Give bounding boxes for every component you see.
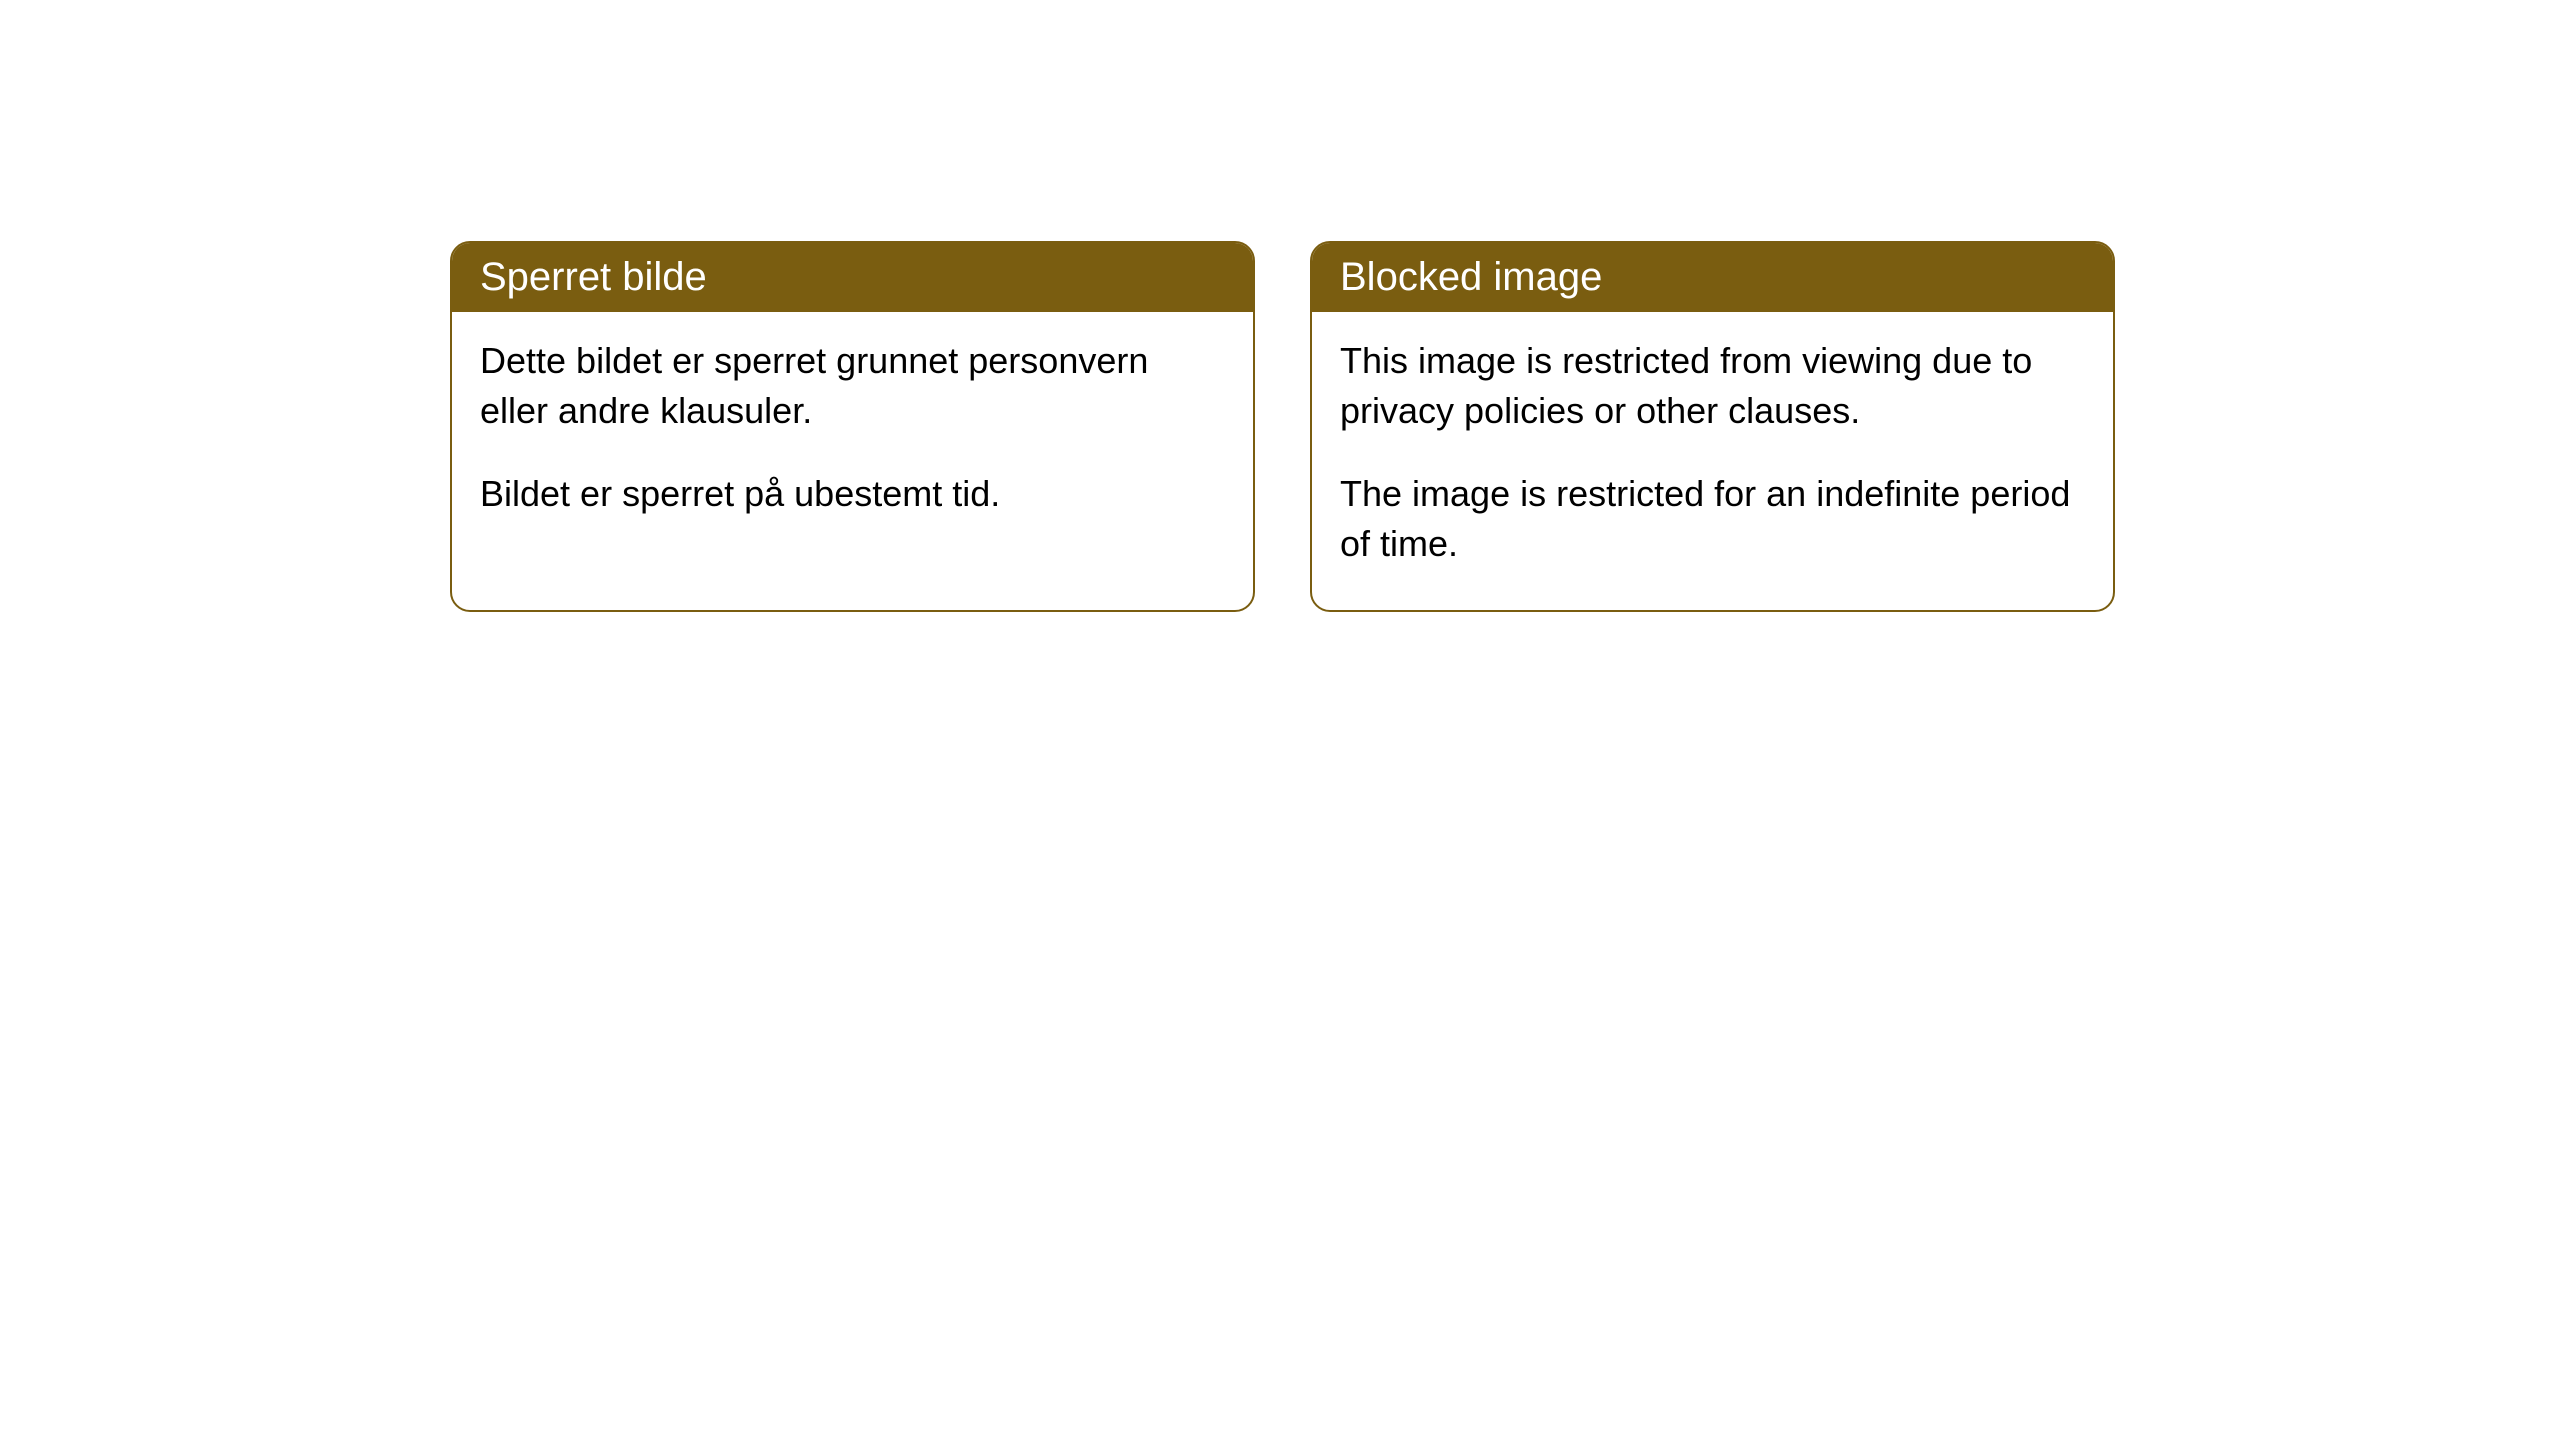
card-body-en: This image is restricted from viewing du… xyxy=(1312,312,2113,610)
notice-cards-container: Sperret bilde Dette bildet er sperret gr… xyxy=(450,241,2115,612)
card-title-no: Sperret bilde xyxy=(480,255,707,299)
card-body-no: Dette bildet er sperret grunnet personve… xyxy=(452,312,1253,559)
card-title-en: Blocked image xyxy=(1340,255,1602,299)
card-paragraph-1-no: Dette bildet er sperret grunnet personve… xyxy=(480,336,1225,437)
blocked-image-card-en: Blocked image This image is restricted f… xyxy=(1310,241,2115,612)
card-header-en: Blocked image xyxy=(1312,243,2113,312)
blocked-image-card-no: Sperret bilde Dette bildet er sperret gr… xyxy=(450,241,1255,612)
card-header-no: Sperret bilde xyxy=(452,243,1253,312)
card-paragraph-2-no: Bildet er sperret på ubestemt tid. xyxy=(480,469,1225,519)
card-paragraph-1-en: This image is restricted from viewing du… xyxy=(1340,336,2085,437)
card-paragraph-2-en: The image is restricted for an indefinit… xyxy=(1340,469,2085,570)
